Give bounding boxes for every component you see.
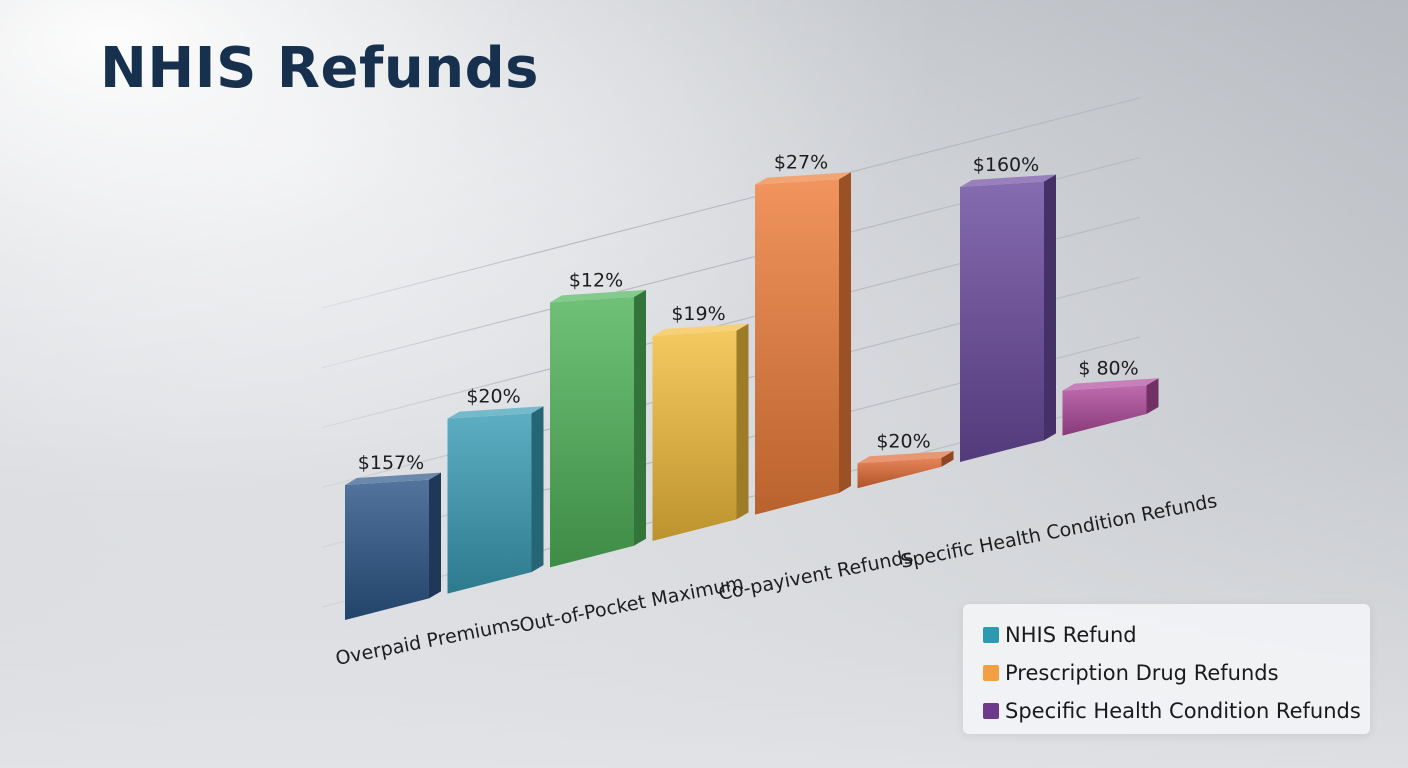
bar bbox=[755, 172, 851, 515]
legend-swatch bbox=[983, 665, 999, 681]
legend-item: NHIS Refund bbox=[963, 616, 1370, 654]
legend-label: Prescription Drug Refunds bbox=[1005, 661, 1279, 685]
legend-swatch bbox=[983, 627, 999, 643]
bar-value-label: $ 80% bbox=[1078, 358, 1138, 380]
legend: NHIS Refund Prescription Drug Refunds Spec… bbox=[963, 604, 1370, 734]
bar-value-label: $19% bbox=[671, 303, 725, 325]
legend-swatch bbox=[983, 703, 999, 719]
grid-line bbox=[321, 97, 1141, 309]
category-label: Overpaid Premiums bbox=[334, 613, 522, 670]
bar bbox=[447, 406, 544, 594]
bar-value-label: $157% bbox=[358, 452, 424, 474]
bar bbox=[1062, 378, 1159, 436]
bar-value-label: $160% bbox=[973, 154, 1039, 176]
chart-title: NHIS Refunds bbox=[100, 36, 540, 101]
category-label: Out-of-Pocket Maximum bbox=[518, 572, 746, 637]
legend-label: NHIS Refund bbox=[1005, 623, 1137, 647]
bar bbox=[345, 472, 441, 620]
bar bbox=[960, 174, 1056, 462]
bars bbox=[345, 172, 1159, 620]
category-label: Specific Health Condition Refunds bbox=[899, 490, 1219, 573]
bar-value-label: $20% bbox=[876, 430, 930, 452]
legend-item: Specific Health Condition Refunds bbox=[963, 692, 1370, 730]
value-labels: $157% $20% $12% $19% $27% $20% $160% $ 80% bbox=[358, 152, 1139, 474]
bar-value-label: $27% bbox=[774, 152, 828, 174]
bar bbox=[550, 289, 646, 568]
bar bbox=[857, 450, 954, 489]
bar-value-label: $20% bbox=[466, 386, 520, 408]
bar-value-label: $12% bbox=[569, 269, 623, 291]
legend-item: Prescription Drug Refunds bbox=[963, 654, 1370, 692]
bar bbox=[652, 323, 749, 541]
category-label: Co-payivent Refunds bbox=[717, 546, 915, 605]
legend-label: Specific Health Condition Refunds bbox=[1005, 699, 1361, 723]
